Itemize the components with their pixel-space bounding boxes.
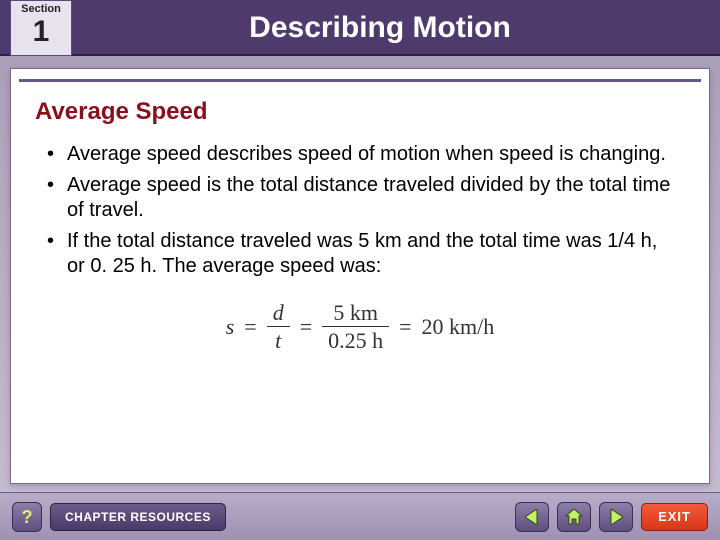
footer-bar: ? CHAPTER RESOURCES EXIT [0, 492, 720, 540]
list-item: Average speed describes speed of motion … [47, 142, 673, 167]
section-number: 1 [11, 15, 71, 49]
page-title: Describing Motion [0, 0, 720, 56]
list-item: Average speed is the total distance trav… [47, 173, 673, 223]
eq-equals: = [244, 314, 256, 340]
bullet-list: Average speed describes speed of motion … [11, 134, 709, 279]
eq-frac1-num: d [267, 301, 290, 324]
prev-button[interactable] [515, 502, 549, 532]
triangle-left-icon [525, 509, 539, 525]
home-icon [565, 509, 583, 525]
eq-frac2-num: 5 km [327, 301, 384, 324]
eq-lhs: s [226, 314, 235, 340]
equation: s = d t = 5 km 0.25 h = 20 km/h [11, 301, 709, 352]
subtitle-bar: Average Speed [19, 79, 701, 134]
header-bar: Section 1 Describing Motion [0, 0, 720, 56]
eq-rhs: 20 km/h [422, 314, 495, 340]
eq-frac1: d t [267, 301, 290, 352]
eq-frac2: 5 km 0.25 h [322, 301, 389, 352]
exit-button[interactable]: EXIT [641, 503, 708, 531]
eq-equals: = [399, 314, 411, 340]
section-box: Section 1 [10, 0, 72, 56]
section-label: Section [11, 1, 71, 15]
triangle-right-icon [609, 509, 623, 525]
home-button[interactable] [557, 502, 591, 532]
chapter-resources-button[interactable]: CHAPTER RESOURCES [50, 503, 226, 531]
eq-frac2-den: 0.25 h [322, 329, 389, 352]
next-button[interactable] [599, 502, 633, 532]
list-item: If the total distance traveled was 5 km … [47, 229, 673, 279]
subtitle: Average Speed [35, 98, 685, 126]
eq-frac1-den: t [269, 329, 287, 352]
eq-equals: = [300, 314, 312, 340]
content-panel: Average Speed Average speed describes sp… [10, 68, 710, 484]
help-button[interactable]: ? [12, 502, 42, 532]
